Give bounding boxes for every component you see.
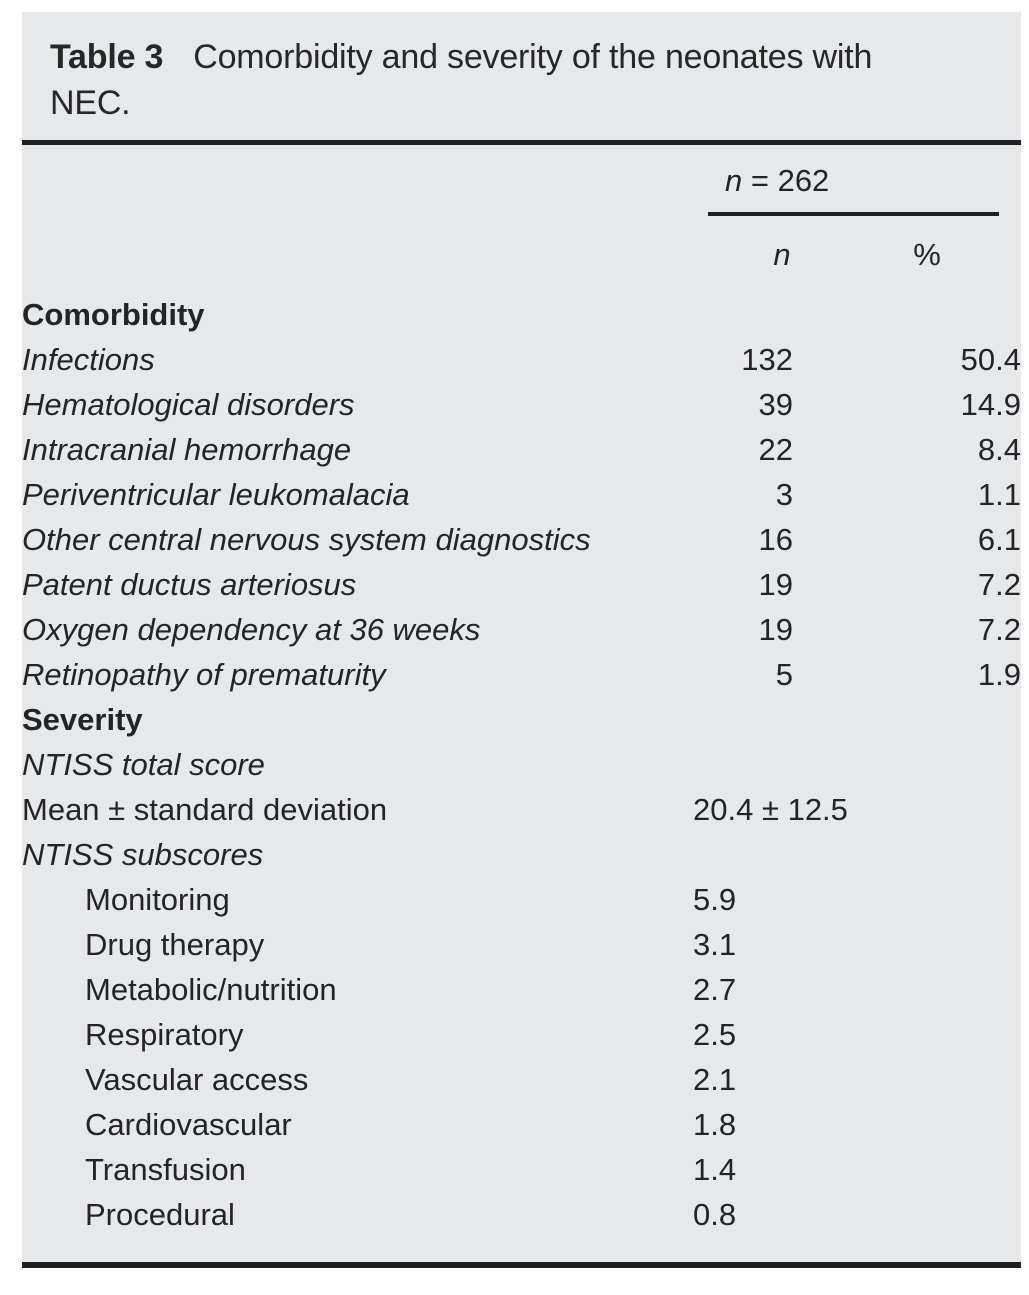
row-n-value: 39 [758,386,793,422]
row-label: Hematological disorders [22,386,355,422]
row-percent-value: 8.4 [977,431,1021,467]
row-percent-value [793,742,1021,787]
column-header-percent: % [913,237,941,272]
table-row: Cardiovascular 1.8 [22,1102,1021,1147]
table-row: Infections 132 50.4 [22,337,1021,382]
table-row: Drug therapy 3.1 [22,922,1021,967]
table-number: Table 3 [50,38,164,76]
row-label: Mean ± standard deviation [22,791,388,827]
table-body: Comorbidity Infections 132 50.4 Hematologica… [22,292,1021,1237]
row-percent-value [793,832,1021,877]
row-label: Drug therapy [85,926,265,962]
table-row: Patent ductus arteriosus 19 7.2 [22,562,1021,607]
column-header-n: n [773,237,791,272]
row-label: Comorbidity [22,296,205,332]
row-label: Oxygen dependency at 36 weeks [22,611,481,647]
row-label: Retinopathy of prematurity [22,656,386,692]
row-n-value: 16 [758,521,793,557]
row-label: Vascular access [85,1061,309,1097]
table-row: Hematological disorders 39 14.9 [22,382,1021,427]
table-row: Other central nervous system diagnostics… [22,517,1021,562]
table-caption: Table 3 Comorbidity and severity of the n… [22,12,1021,140]
row-n-value [693,742,793,787]
group-header-rule [708,212,999,216]
row-label: Intracranial hemorrhage [22,431,352,467]
row-n-value: 22 [758,431,793,467]
row-span-value: 2.1 [693,1061,737,1097]
row-span-value: 1.4 [693,1151,737,1187]
row-label: Periventricular leukomalacia [22,476,410,512]
row-label: NTISS subscores [22,836,264,872]
row-n-value: 19 [758,611,793,647]
table-caption-text: Comorbidity and severity of the neonates… [50,38,873,122]
row-label: Other central nervous system diagnostics [22,521,591,557]
row-n-value [693,832,793,877]
row-percent-value [793,697,1021,742]
row-percent-value: 1.1 [977,476,1021,512]
table-row: Periventricular leukomalacia 3 1.1 [22,472,1021,517]
table-row: Comorbidity [22,292,1021,337]
table-panel: Table 3 Comorbidity and severity of the n… [22,12,1021,1268]
table-row: Oxygen dependency at 36 weeks 19 7.2 [22,607,1021,652]
row-percent-value: 6.1 [977,521,1021,557]
row-percent-value: 7.2 [977,611,1021,647]
row-n-value: 5 [775,656,793,692]
row-label: NTISS total score [22,746,265,782]
group-header-n-262: n = 262 [725,163,829,199]
row-span-value: 3.1 [693,926,737,962]
table-row: Severity [22,697,1021,742]
table-row: Mean ± standard deviation 20.4 ± 12.5 [22,787,1021,832]
table-row: Retinopathy of prematurity 5 1.9 [22,652,1021,697]
row-span-value: 0.8 [693,1196,737,1232]
row-label: Infections [22,341,155,377]
group-header-value: = 262 [742,163,830,198]
table-row: Metabolic/nutrition 2.7 [22,967,1021,1012]
row-n-value: 132 [741,341,793,377]
row-percent-value: 7.2 [977,566,1021,602]
row-span-value: 20.4 ± 12.5 [693,791,848,827]
row-label: Cardiovascular [85,1106,292,1142]
group-header-symbol: n [725,163,743,198]
row-span-value: 2.7 [693,971,737,1007]
row-span-value: 1.8 [693,1106,737,1142]
table-row: Procedural 0.8 [22,1192,1021,1237]
row-label: Metabolic/nutrition [85,971,337,1007]
row-label: Respiratory [85,1016,244,1052]
row-label: Procedural [85,1196,235,1232]
row-label: Monitoring [85,881,230,917]
table-row: Monitoring 5.9 [22,877,1021,922]
table-row: NTISS total score [22,742,1021,787]
row-n-value [693,697,793,742]
row-n-value: 3 [775,476,793,512]
table-column-header: n = 262 n % [22,140,1021,286]
row-label: Transfusion [85,1151,246,1187]
row-percent-value [793,292,1021,337]
table-row: Transfusion 1.4 [22,1147,1021,1192]
row-span-value: 2.5 [693,1016,737,1052]
row-percent-value: 50.4 [960,341,1021,377]
table-row: Respiratory 2.5 [22,1012,1021,1057]
row-percent-value: 14.9 [960,386,1021,422]
row-span-value: 5.9 [693,881,737,917]
row-n-value: 19 [758,566,793,602]
row-percent-value: 1.9 [977,656,1021,692]
table-row: Vascular access 2.1 [22,1057,1021,1102]
row-n-value [693,292,793,337]
row-label: Patent ductus arteriosus [22,566,357,602]
table-row: Intracranial hemorrhage 22 8.4 [22,427,1021,472]
row-label: Severity [22,701,143,737]
table-row: NTISS subscores [22,832,1021,877]
